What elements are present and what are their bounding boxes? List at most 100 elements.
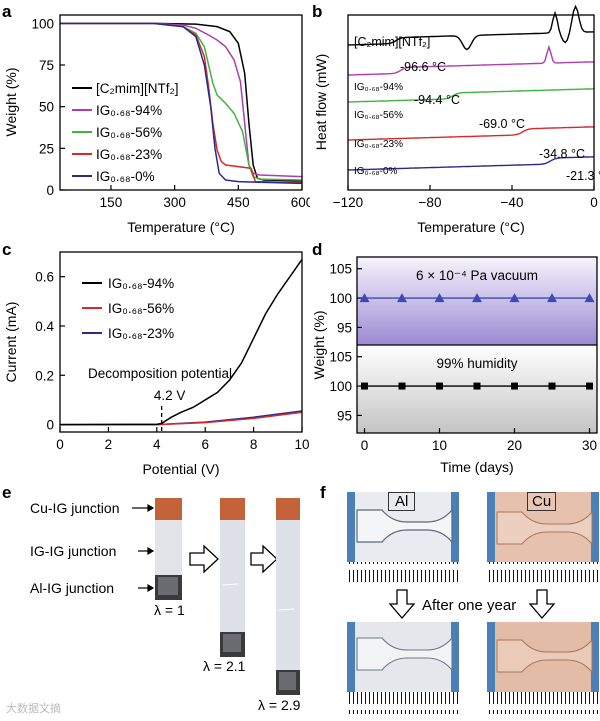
chart-b-tg-label: -21.3 °C <box>566 169 600 183</box>
lambda-2: λ = 2.1 <box>203 658 246 674</box>
down-arrow-icon <box>528 589 556 619</box>
chart-c-xtick-label: 6 <box>201 437 209 452</box>
chart-a-ytick-label: 50 <box>39 100 54 115</box>
chart-d-top-point <box>547 293 557 303</box>
chart-a-ytick-label: 100 <box>31 16 54 31</box>
panel-label-e: e <box>2 483 12 502</box>
panel-label-b: b <box>312 2 323 21</box>
chart-b-trace-label: IG₀.₆₈-23% <box>354 139 403 150</box>
panel-label-f: f <box>320 483 326 502</box>
panel-label-c: c <box>2 240 12 259</box>
chart-a-ytick-label: 0 <box>46 183 54 198</box>
chart-a-series-4 <box>60 22 303 185</box>
chart-d-bottom-ytick-label: 105 <box>329 350 352 365</box>
strip2-gel <box>220 520 245 632</box>
chart-d-top-ytick-label: 100 <box>329 291 352 306</box>
chart-c-ytick-label: 0.2 <box>35 368 54 383</box>
strip1-gel <box>155 520 182 575</box>
label-cu-ig-junction: Cu-IG junction <box>30 500 120 516</box>
chart-d-xtick-label: 10 <box>432 438 447 453</box>
photo-f-al-after <box>347 622 459 714</box>
panel-label-a: a <box>2 2 12 21</box>
chart-c-series-0 <box>59 258 303 426</box>
chart-d-top-point <box>472 293 482 303</box>
chart-d-bottom-ytick-label: 95 <box>337 408 352 423</box>
chart-d-bottom-point <box>511 382 518 390</box>
chart-d-xtick-label: 30 <box>582 438 597 453</box>
chart-b-trace-0 <box>347 4 595 51</box>
chart-b-xtick-label: 0 <box>590 195 598 210</box>
chart-c-frame <box>59 251 303 433</box>
chart-d-bottom-title: 99% humidity <box>436 356 517 371</box>
chart-a-legend-label: IG₀.₆₈-94% <box>96 103 162 118</box>
label-al: Al <box>388 492 416 511</box>
chart-c-marker-label: 4.2 V <box>154 388 186 403</box>
chart-c-xlabel: Potential (V) <box>142 461 219 477</box>
chart-b-trace-label: IG₀.₆₈-0% <box>354 166 398 177</box>
photo-f-cu-after <box>487 622 599 714</box>
chart-b-ylabel: Heat flow (mW) <box>313 54 329 150</box>
strip2-cu <box>220 498 245 520</box>
chart-a-ytick-label: 25 <box>39 141 54 156</box>
chart-d-bottom-ytick-label: 100 <box>329 379 352 394</box>
lambda-3: λ = 2.9 <box>258 697 301 713</box>
chart-d-top-title: 6 × 10⁻⁴ Pa vacuum <box>416 268 538 283</box>
chart-c-ytick-label: 0 <box>46 418 54 433</box>
chart-b-tg-label: -69.0 °C <box>479 117 525 131</box>
chart-d-top-point <box>434 293 445 303</box>
chart-b-trace-label: IG₀.₆₈-94% <box>354 82 403 93</box>
chart-a-tga: 150 300 450 600 0 25 50 75 100 [C₂mim][NTf₂] IG₀.… <box>3 14 310 235</box>
chart-b-trace-3 <box>347 126 595 141</box>
chart-c-annotation: Decomposition potential <box>88 366 232 381</box>
chart-d-top-point <box>509 293 520 303</box>
chart-b-dsc: −120 −80 −40 0 [C₂mim][NTf₂] -96.6 °C IG₀.₆₈-… <box>313 4 600 235</box>
chart-a-ytick-label: 75 <box>39 58 54 73</box>
chart-d-top-ytick-label: 95 <box>337 320 352 335</box>
chart-b-frame <box>347 14 595 191</box>
chart-b-trace-label: [C₂mim][NTf₂] <box>354 35 430 49</box>
watermark: 大数据文摘 <box>6 703 61 715</box>
chart-b-trace-1 <box>347 44 595 76</box>
chart-c-xtick-label: 8 <box>250 437 258 452</box>
chart-c-xtick-label: 0 <box>56 437 64 452</box>
chart-d-bottom-point <box>361 382 368 390</box>
chart-d-bottom-point <box>586 382 593 390</box>
label-cu: Cu <box>527 492 557 511</box>
chart-d-ylabel: Weight (%) <box>311 311 327 380</box>
chart-a-xtick-label: 300 <box>163 195 186 210</box>
photo-f-dogbones <box>347 492 599 714</box>
photo-e-strips <box>132 498 300 695</box>
label-ig-ig-junction: IG-IG junction <box>30 543 117 559</box>
chart-a-legend-label: IG₀.₆₈-23% <box>96 147 162 162</box>
chart-c-legend-label: IG₀.₆₈-94% <box>108 276 174 291</box>
chart-b-trace-label: IG₀.₆₈-56% <box>354 110 403 121</box>
chart-d-xtick-label: 20 <box>507 438 522 453</box>
chart-a-xtick-label: 600 <box>291 195 310 210</box>
chart-c-ytick-label: 0.6 <box>35 270 54 285</box>
chart-b-trace-4 <box>347 156 595 171</box>
chart-d-top-point <box>397 293 407 303</box>
chart-b-xtick-label: −80 <box>419 195 442 210</box>
chart-c-xtick-label: 4 <box>153 437 161 452</box>
down-arrow-icon <box>388 589 416 619</box>
chart-b-trace-2 <box>347 88 595 103</box>
chart-a-xtick-label: 150 <box>100 195 123 210</box>
chart-d-bottom-point <box>436 382 443 390</box>
chart-d-top-ytick-label: 105 <box>329 262 352 277</box>
strip3-gel <box>276 520 300 670</box>
chart-d-xlabel: Time (days) <box>440 459 513 475</box>
panel-label-d: d <box>312 240 323 259</box>
chart-d-bottom-point <box>398 382 406 390</box>
chart-a-frame <box>59 14 303 191</box>
chart-c-ylabel: Current (mA) <box>3 302 19 383</box>
chart-c-xtick-label: 10 <box>294 437 309 452</box>
strip3-cu <box>276 498 300 520</box>
strip1-cu <box>155 498 182 520</box>
chart-c-xtick-label: 2 <box>105 437 113 452</box>
chart-a-ylabel: Weight (%) <box>3 68 19 137</box>
chart-b-xtick-label: −40 <box>501 195 524 210</box>
arrow-icon <box>250 544 278 574</box>
chart-a-legend-label: IG₀.₆₈-0% <box>96 169 155 184</box>
chart-a-xlabel: Temperature (°C) <box>127 219 235 235</box>
arrow-icon <box>189 544 219 574</box>
